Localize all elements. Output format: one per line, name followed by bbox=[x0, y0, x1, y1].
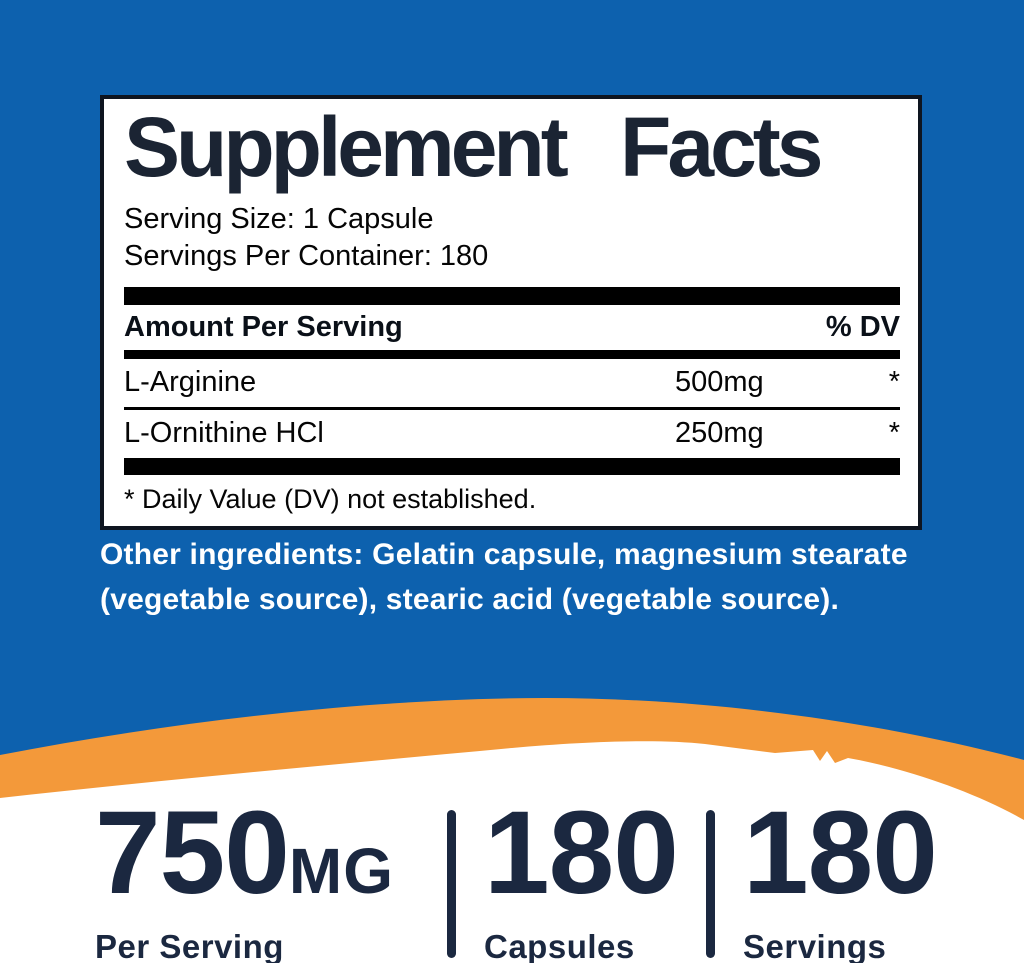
percent-dv-header: % DV bbox=[825, 311, 900, 344]
bottom-stats: 750MG Per Serving 180 Capsules 180 Servi… bbox=[95, 794, 938, 963]
divider-bar-top bbox=[124, 287, 900, 306]
panel-title: Supplement Facts bbox=[124, 100, 823, 194]
stat-label: Servings bbox=[743, 928, 887, 963]
table-header-row: Amount Per Serving % DV bbox=[124, 305, 900, 350]
dv-footnote: * Daily Value (DV) not established. bbox=[124, 484, 537, 515]
amount-per-serving-header: Amount Per Serving bbox=[124, 311, 403, 344]
stats-divider bbox=[706, 810, 715, 958]
stat-number: 180 bbox=[484, 787, 679, 919]
stat-unit: MG bbox=[288, 835, 394, 907]
stat-number: 750 bbox=[95, 787, 290, 919]
stats-divider bbox=[447, 810, 456, 958]
swoosh-graphic bbox=[0, 698, 1024, 840]
table-row: L-Arginine 500mg * bbox=[124, 359, 900, 407]
stat-value: 180 bbox=[743, 794, 938, 912]
stat-label: Per Serving bbox=[95, 928, 284, 963]
nutrient-amount: 250mg bbox=[675, 417, 764, 450]
stat-value: 750MG bbox=[95, 794, 447, 912]
stat-capsules: 180 Capsules bbox=[456, 794, 706, 963]
row-separator bbox=[124, 407, 900, 411]
stat-label: Capsules bbox=[484, 928, 635, 963]
stat-number: 180 bbox=[743, 787, 938, 919]
nutrient-dv: * bbox=[888, 417, 900, 450]
stat-value: 180 bbox=[484, 794, 706, 912]
nutrient-name: L-Arginine bbox=[124, 366, 257, 399]
other-ingredients-text: Other ingredients: Gelatin capsule, magn… bbox=[100, 538, 908, 616]
stat-servings: 180 Servings bbox=[715, 794, 938, 963]
stat-per-serving: 750MG Per Serving bbox=[95, 794, 447, 963]
supplement-facts-panel: Supplement Facts Serving Size: 1 Capsule… bbox=[100, 95, 922, 530]
nutrient-amount: 500mg bbox=[675, 366, 764, 399]
nutrient-name: L-Ornithine HCl bbox=[124, 417, 324, 450]
serving-size-text: Serving Size: 1 Capsule bbox=[124, 202, 434, 235]
servings-per-container-text: Servings Per Container: 180 bbox=[124, 239, 489, 272]
table-row: L-Ornithine HCl 250mg * bbox=[124, 410, 900, 458]
divider-bar-header bbox=[124, 350, 900, 360]
nutrient-dv: * bbox=[888, 366, 900, 399]
white-dome-shape bbox=[0, 741, 1024, 840]
divider-bar-bottom bbox=[124, 458, 900, 476]
